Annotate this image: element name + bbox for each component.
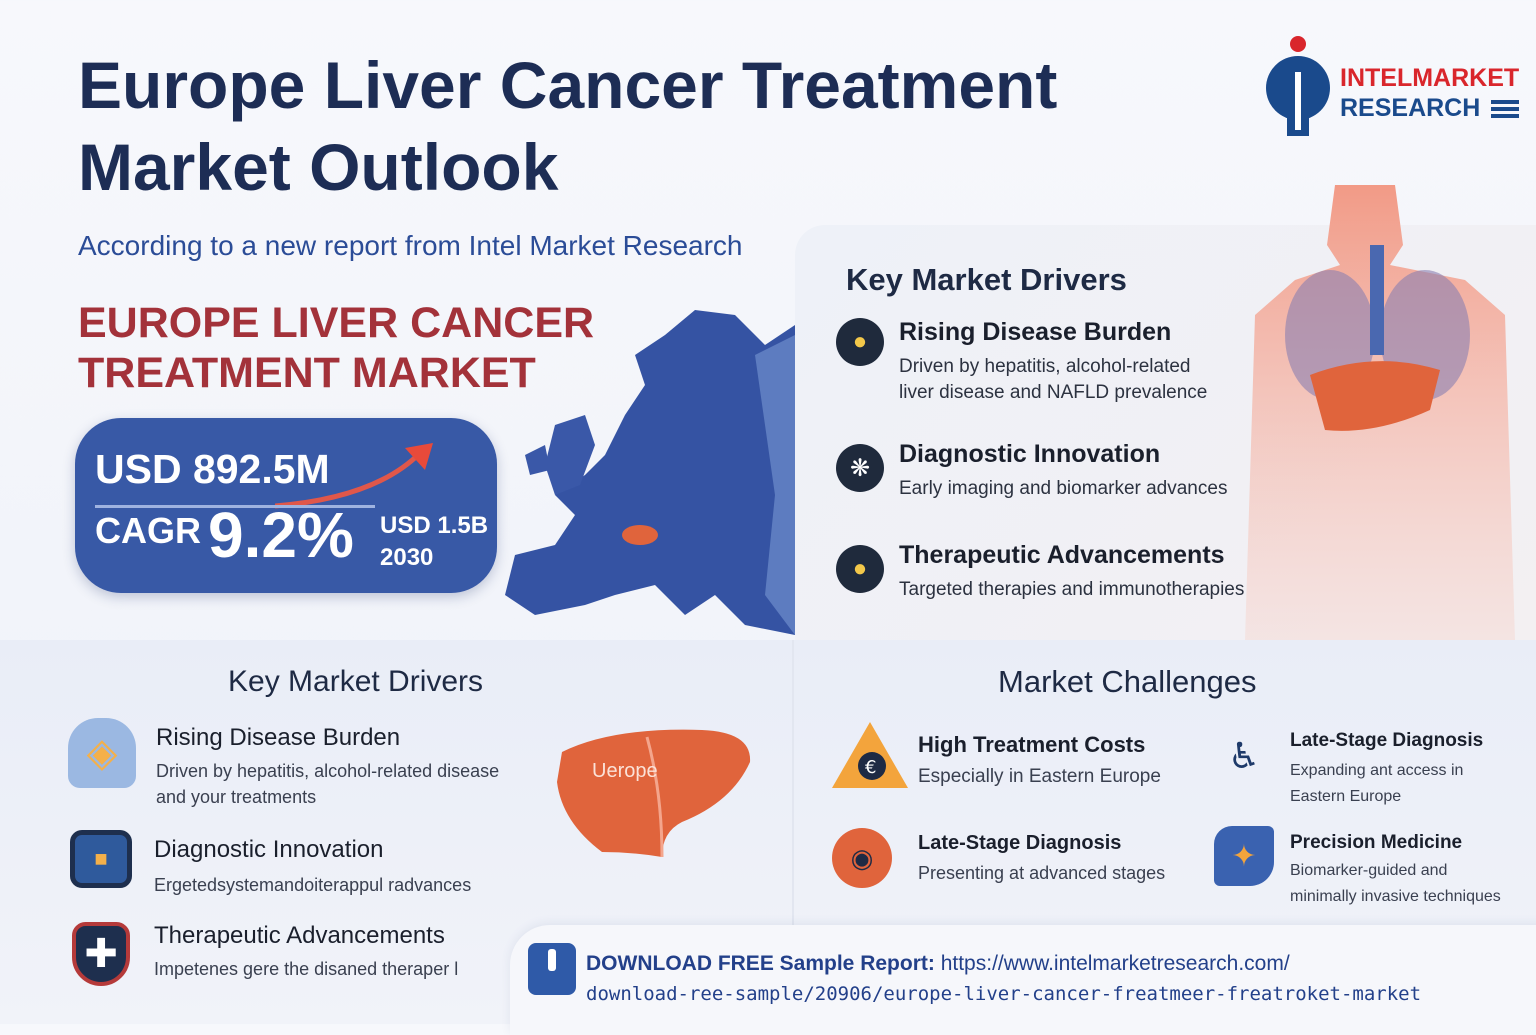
logo: INTELMARKET RESEARCH: [1265, 36, 1525, 141]
bottom-driver-item: ◈ Rising Disease Burden Driven by hepati…: [68, 718, 548, 813]
cagr-value: 9.2%: [208, 499, 354, 571]
forecast-year: 2030: [380, 544, 434, 571]
organ-scan-icon: ◉: [832, 828, 892, 888]
monitor-icon: ■: [70, 830, 132, 888]
driver-title: Rising Disease Burden: [156, 724, 401, 751]
page-title: Europe Liver Cancer Treatment Market Out…: [78, 48, 1058, 204]
puzzle-hand-icon: ✦: [1214, 826, 1274, 886]
challenge-title: Late-Stage Diagnosis: [1290, 730, 1484, 751]
market-stats-card: USD 892.5M CAGR 9.2% USD 1.5B 2030: [75, 418, 497, 593]
cagr-label: CAGR: [95, 510, 201, 551]
driver-desc: Early imaging and biomarker advances: [899, 478, 1228, 499]
forecast-value: USD 1.5B: [380, 512, 489, 539]
desc-line: liver disease and NAFLD prevalence: [899, 382, 1208, 403]
doctor-lab-icon: ♿: [1227, 735, 1261, 776]
challenge-title: High Treatment Costs: [918, 732, 1146, 757]
driver-desc: Driven by hepatitis, alcohol-related live…: [899, 354, 1207, 406]
challenge-desc: Especially in Eastern Europe: [918, 766, 1161, 787]
lightbulb-icon: ●: [836, 318, 884, 366]
bulb-hand-icon: ●: [836, 545, 884, 593]
logo-line2: RESEARCH: [1340, 94, 1481, 122]
challenge-desc: Expanding ant access in Eastern Europe: [1290, 758, 1463, 810]
subtitle: According to a new report from Intel Mar…: [78, 230, 743, 261]
challenge-item: ♿ Late-Stage Diagnosis Expanding ant acc…: [1216, 728, 1526, 818]
challenge-title: Late-Stage Diagnosis: [918, 832, 1122, 854]
current-market-value: USD 892.5M: [95, 446, 330, 492]
challenge-desc: Biomarker-guided and minimally invasive t…: [1290, 858, 1501, 910]
svg-text:€: €: [865, 757, 876, 778]
desc-line: Eastern Europe: [1290, 788, 1402, 805]
desc-line: Driven by hepatitis, alcohol-related dis…: [156, 761, 500, 781]
medical-shield-icon: ✚: [72, 922, 130, 986]
driver-desc: Impetenes gere the disaned theraper l: [154, 959, 459, 979]
driver-title: Rising Disease Burden: [899, 318, 1172, 346]
top-drivers-heading: Key Market Drivers: [846, 262, 1127, 297]
driver-desc: Ergetedsystemandoiterappul radvances: [154, 875, 472, 895]
download-link[interactable]: DOWNLOAD FREE Sample Report: https://www…: [586, 949, 1421, 1009]
headline-line2: TREATMENT MARKET: [78, 349, 536, 397]
challenges-heading: Market Challenges: [998, 664, 1257, 699]
bottom-driver-item: ✚ Therapeutic Advancements Impetenes ger…: [68, 920, 548, 990]
liver-illustration: [557, 729, 751, 858]
download-url-2[interactable]: download-ree-sample/20906/europe-liver-c…: [586, 983, 1422, 1005]
download-icon: [528, 943, 576, 995]
euro-warning-icon: €: [832, 722, 908, 788]
challenge-item: ◉ Late-Stage Diagnosis Presenting at adv…: [832, 828, 1212, 898]
human-body-illustration: [1245, 185, 1515, 640]
desc-line: Driven by hepatitis, alcohol-related: [899, 356, 1191, 377]
download-label: DOWNLOAD FREE Sample Report:: [586, 952, 935, 975]
challenge-desc: Presenting at advanced stages: [918, 863, 1166, 883]
bottom-drivers-heading: Key Market Drivers: [228, 665, 484, 698]
bottom-divider: [792, 640, 794, 930]
desc-line: Expanding ant access in: [1290, 762, 1464, 779]
driver-desc: Driven by hepatitis, alcohol-related dis…: [156, 758, 499, 810]
driver-title: Diagnostic Innovation: [899, 440, 1161, 468]
challenge-item: € High Treatment Costs Especially in Eas…: [830, 720, 1210, 800]
driver-title: Therapeutic Advancements: [899, 541, 1225, 569]
desc-line: and your treatments: [156, 787, 317, 807]
market-headline: EUROPE LIVER CANCER TREATMENT MARKET: [78, 298, 594, 398]
headline-line1: EUROPE LIVER CANCER: [78, 299, 595, 347]
liver-label: Uerope: [592, 760, 658, 782]
logo-line1: INTELMARKET: [1340, 64, 1520, 92]
logo-mark-icon: [1266, 36, 1330, 136]
download-bar: DOWNLOAD FREE Sample Report: https://www…: [510, 925, 1536, 1035]
menu-lines-icon: [1491, 100, 1519, 118]
challenge-item: ✦ Precision Medicine Biomarker-guided an…: [1214, 822, 1524, 912]
patient-icon: ◈: [68, 718, 136, 788]
desc-line: Biomarker-guided and: [1290, 862, 1448, 879]
bottom-driver-item: ■ Diagnostic Innovation Ergetedsystemand…: [68, 828, 548, 898]
desc-line: minimally invasive techniques: [1290, 888, 1501, 905]
driver-title: Therapeutic Advancements: [154, 922, 445, 949]
growth-arrow-icon: [275, 443, 433, 509]
forecast: USD 1.5B 2030: [380, 510, 488, 574]
molecule-icon: ❋: [836, 444, 884, 492]
divider: [95, 505, 375, 508]
driver-title: Diagnostic Innovation: [154, 836, 384, 863]
download-url-1[interactable]: https://www.intelmarketresearch.com/: [940, 952, 1290, 975]
europe-map-icon: [505, 310, 795, 635]
challenge-title: Precision Medicine: [1290, 832, 1463, 853]
driver-desc: Targeted therapies and immunotherapies: [899, 579, 1245, 600]
